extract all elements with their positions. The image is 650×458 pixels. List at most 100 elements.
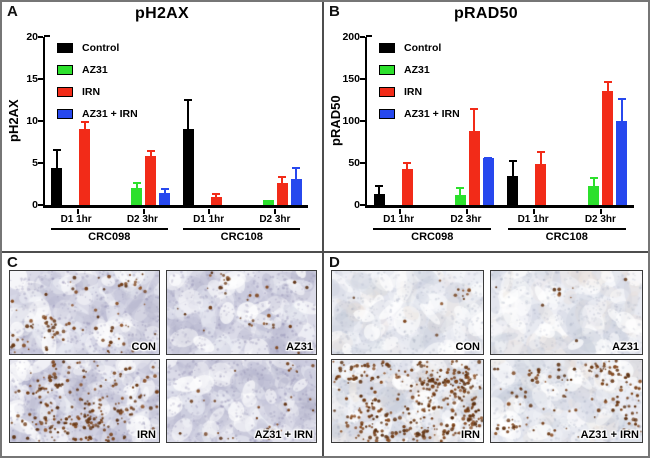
- ihc-label-con: CON: [455, 340, 480, 353]
- error-bar-stem: [606, 80, 609, 92]
- cohort-row: CRC098 CRC108: [365, 228, 634, 243]
- x-axis-tick: [466, 209, 469, 214]
- error-bar: [375, 185, 384, 196]
- error-bar: [212, 193, 221, 198]
- y-tick-label: 5: [32, 157, 38, 169]
- error-bar-stem: [473, 107, 476, 133]
- ihc-image-c-az31: AZ31: [166, 270, 317, 355]
- ihc-image-c-irn: IRN: [9, 358, 160, 443]
- cohort-row: CRC098 CRC108: [43, 228, 308, 243]
- legend-label: IRN: [404, 86, 423, 98]
- ihc-tissue-canvas: [491, 359, 642, 442]
- error-bar: [80, 121, 89, 131]
- bar-slot: [454, 37, 466, 205]
- legend-item: IRN: [379, 81, 460, 103]
- legend: Control AZ31 IRN AZ31 + IRN: [379, 37, 460, 125]
- panel-letter-c: C: [7, 254, 18, 271]
- group-label: D2 3hr: [259, 214, 291, 225]
- bar-slot: [262, 37, 274, 205]
- ihc-grid-c: CON AZ31 IRN AZ31 + IRN: [9, 270, 317, 443]
- y-tick-label: 50: [348, 157, 360, 169]
- legend-swatch: [379, 109, 395, 119]
- y-axis-tick: [38, 78, 43, 80]
- bar-slot: [276, 37, 288, 205]
- error-bar-cap: [536, 151, 545, 154]
- error-bar: [146, 149, 155, 158]
- bar-slot: [535, 37, 547, 205]
- error-bar-stem: [55, 148, 58, 170]
- ihc-image-c-con: CON: [9, 270, 160, 355]
- error-bar-stem: [406, 161, 409, 170]
- bar-irn: [79, 129, 91, 205]
- axis-top-hook: [366, 35, 372, 37]
- bar-az31: [262, 199, 274, 205]
- bar-slot: [51, 37, 63, 205]
- group-label: D2 3hr: [450, 214, 482, 225]
- bar-control: [182, 129, 194, 205]
- cohort: CRC108: [500, 228, 635, 243]
- cohort-label: CRC108: [220, 231, 263, 243]
- error-bar-cap: [184, 99, 193, 102]
- ihc-image-d-az31-irn: AZ31 + IRN: [490, 358, 643, 443]
- x-axis-tick: [599, 209, 602, 214]
- chart-title-ph2ax: pH2AX: [135, 5, 189, 22]
- bar-irn: [145, 156, 157, 205]
- y-axis-tick: [38, 120, 43, 122]
- panel-b: B pRAD50 Control AZ31 IRN AZ31 + IRN 0 50 100 1…: [324, 2, 648, 253]
- bar-group-3: [177, 37, 243, 205]
- error-bar: [484, 157, 493, 160]
- error-bar: [617, 98, 626, 122]
- error-bar: [184, 99, 193, 131]
- bar-irn: [401, 168, 413, 205]
- y-axis-tick: [38, 204, 43, 206]
- panel-d: D CON AZ31 IRN AZ31 + IRN: [324, 253, 648, 456]
- legend-label: Control: [404, 42, 442, 54]
- bar-az31-irn: [290, 178, 302, 205]
- x-axis-tick: [274, 209, 277, 214]
- legend-item: AZ31: [379, 59, 460, 81]
- error-bar-cap: [292, 167, 301, 170]
- group-label: D1 1hr: [517, 214, 549, 225]
- error-bar-cap: [212, 193, 221, 196]
- ihc-label-irn: IRN: [461, 429, 480, 441]
- ihc-image-c-az31-irn: AZ31 + IRN: [166, 358, 317, 443]
- legend-label: Control: [82, 42, 120, 54]
- y-axis-tick: [38, 162, 43, 164]
- bar-group-4: [567, 37, 634, 205]
- y-axis-tick: [360, 36, 365, 38]
- x-axis-tick: [399, 209, 402, 214]
- bar-group-4: [242, 37, 308, 205]
- bar-slot: [401, 37, 413, 205]
- panel-letter-b: B: [329, 3, 340, 20]
- ihc-tissue-canvas: [10, 271, 159, 354]
- legend-swatch: [57, 43, 73, 53]
- y-tick-label: 150: [342, 73, 360, 85]
- ihc-image-d-con: CON: [331, 270, 484, 355]
- bar-slot: [159, 37, 171, 205]
- bar-group-2: [434, 37, 501, 205]
- error-bar-cap: [508, 159, 517, 162]
- ihc-label-az31-irn: AZ31 + IRN: [580, 429, 639, 441]
- ihc-tissue-canvas: [332, 359, 483, 442]
- error-bar-cap: [456, 186, 465, 189]
- error-bar-stem: [149, 149, 152, 158]
- legend-label: AZ31 + IRN: [82, 108, 138, 120]
- error-bar: [508, 159, 517, 178]
- bar-irn: [602, 90, 614, 205]
- bar-az31: [131, 188, 143, 205]
- y-axis-tick: [360, 204, 365, 206]
- legend-swatch: [57, 109, 73, 119]
- legend-swatch: [57, 87, 73, 97]
- error-bar-cap: [617, 98, 626, 101]
- axis-top-hook: [44, 35, 50, 37]
- error-bar-stem: [215, 193, 218, 198]
- legend-item: Control: [57, 37, 138, 59]
- cohort: CRC108: [176, 228, 309, 243]
- bar-slot: [225, 37, 236, 205]
- error-bar-cap: [375, 185, 384, 188]
- error-bar: [536, 151, 545, 165]
- x-axis-tick: [142, 209, 145, 214]
- y-axis-tick: [38, 36, 43, 38]
- prad50-chart: Control AZ31 IRN AZ31 + IRN 0 50 100 150 200 pRAD…: [324, 2, 648, 251]
- group-label: D2 3hr: [584, 214, 616, 225]
